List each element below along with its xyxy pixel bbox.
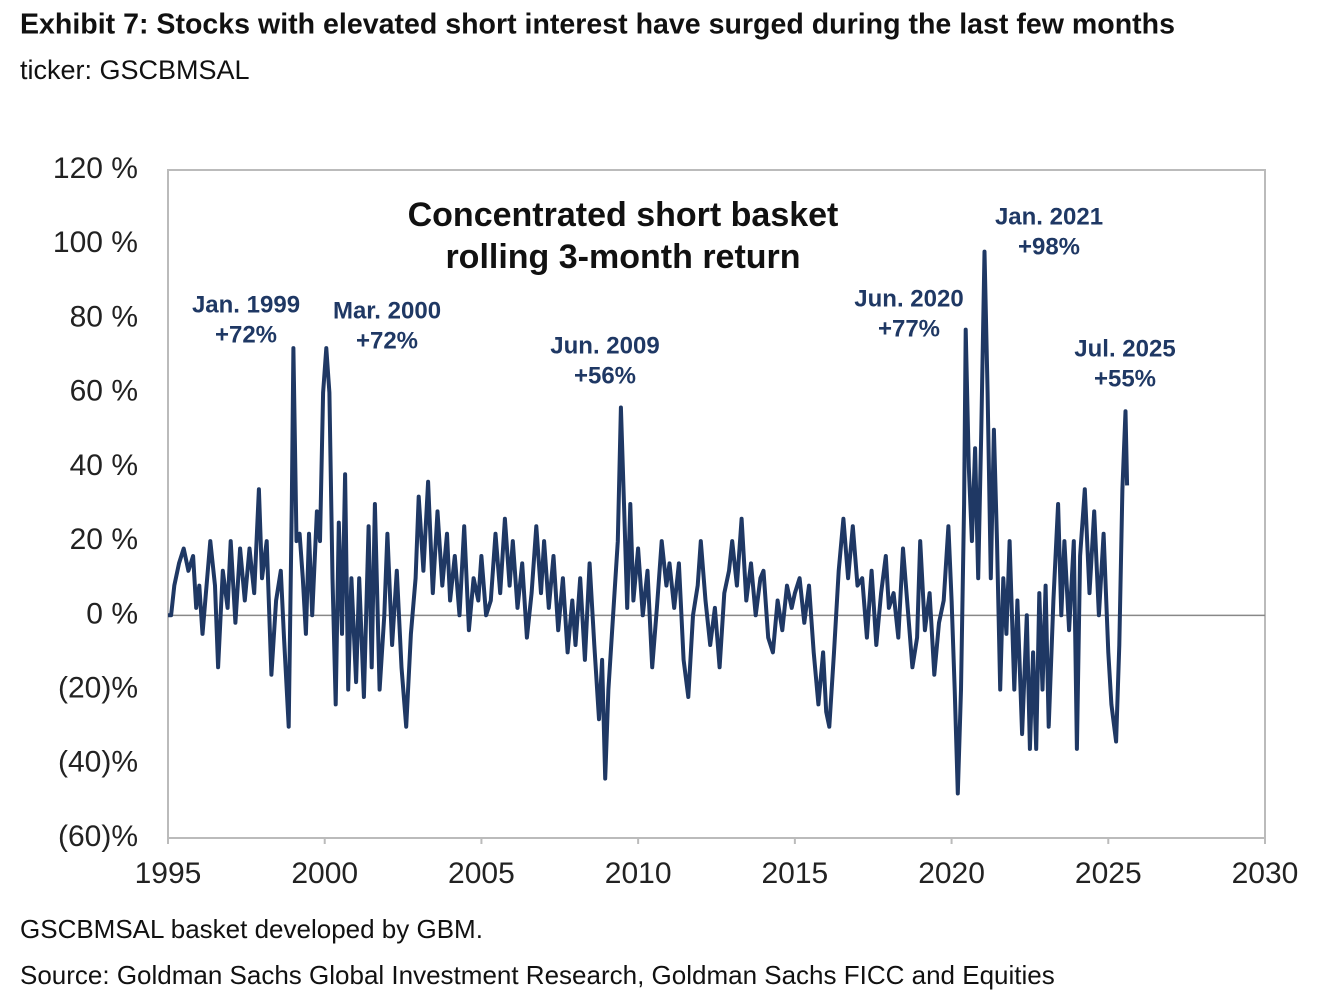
x-tick-label: 2030 (1232, 857, 1299, 890)
y-tick-label: 0 % (86, 597, 138, 630)
title: Exhibit 7: Stocks with elevated short in… (20, 9, 1175, 41)
y-tick-label: 20 % (70, 523, 138, 556)
y-tick-label: 40 % (70, 449, 138, 482)
annotation-label: Mar. 2000 (333, 297, 441, 324)
x-tick-label: 1995 (135, 857, 202, 890)
y-tick-label: 80 % (70, 300, 138, 333)
y-tick-label: 100 % (53, 226, 138, 259)
series-line (168, 249, 1130, 796)
y-tick-label: (40)% (58, 746, 138, 779)
y-tick-label: (60)% (58, 820, 138, 853)
x-tick-label: 2020 (918, 857, 985, 890)
x-tick-label: 2000 (291, 857, 358, 890)
y-tick-label: (20)% (58, 671, 138, 704)
chart-label: rolling 3-month return (445, 238, 800, 276)
subtitle: ticker: GSCBMSAL (20, 55, 250, 85)
annotation-label: Jun. 2009 (550, 332, 659, 359)
y-tick-label: 120 % (53, 152, 138, 185)
annotation-value: +77% (878, 315, 940, 342)
annotation-label: Jan. 2021 (995, 203, 1103, 230)
x-tick-label: 2015 (761, 857, 828, 890)
x-tick-label: 2005 (448, 857, 515, 890)
source: Source: Goldman Sachs Global Investment … (20, 960, 1055, 990)
x-tick-label: 2010 (605, 857, 672, 890)
x-tick-label: 2025 (1075, 857, 1142, 890)
annotation-label: Jan. 1999 (192, 291, 300, 318)
annotation-label: Jul. 2025 (1074, 335, 1175, 362)
y-tick-label: 60 % (70, 375, 138, 408)
footnote: GSCBMSAL basket developed by GBM. (20, 914, 483, 944)
plot-frame (167, 169, 1266, 839)
chart-label: Concentrated short basket (408, 196, 839, 234)
annotation-value: +72% (356, 327, 418, 354)
annotation-value: +55% (1094, 365, 1156, 392)
annotation-label: Jun. 2020 (854, 285, 963, 312)
annotation-value: +56% (574, 362, 636, 389)
annotation-value: +98% (1018, 233, 1080, 260)
annotation-value: +72% (215, 321, 277, 348)
